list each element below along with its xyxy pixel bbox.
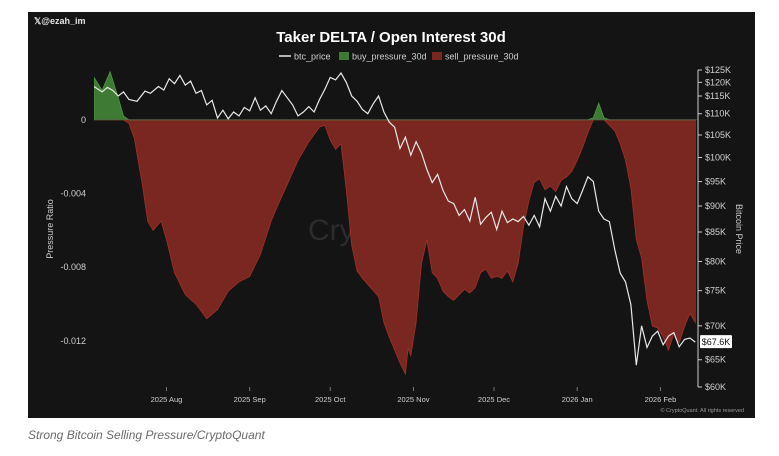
legend: btc_price buy_pressure_30d sell_pressure… (279, 52, 519, 62)
left-tick-label: -0.008 (60, 262, 86, 272)
right-tick-label: $80K (705, 256, 726, 266)
x-tick-label: 2025 Oct (315, 395, 346, 404)
right-tick-label: $125K (705, 65, 731, 75)
left-tick-label: -0.004 (60, 188, 86, 198)
image-caption: Strong Bitcoin Selling Pressure/CryptoQu… (28, 428, 265, 442)
left-axis: 0 -0.004 -0.008 -0.012 (60, 115, 86, 346)
footer-credit: © CryptoQuant. All rights reserved (660, 407, 744, 414)
x-tick-label: 2026 Jan (562, 395, 593, 404)
sell-pressure-area (94, 119, 696, 376)
left-tick-label: 0 (81, 115, 86, 125)
right-tick-label: $105K (705, 130, 731, 140)
current-price-tag: $67.6K (700, 335, 732, 349)
current-price-label: $67.6K (702, 337, 731, 347)
author-handle: 𝕏@ezah_im (34, 16, 86, 26)
right-tick-label: $95K (705, 177, 726, 187)
btc-price-line (94, 71, 696, 366)
right-tick-label: $120K (705, 77, 731, 87)
right-tick-label: $110K (705, 109, 730, 119)
legend-btc-label: btc_price (294, 52, 331, 62)
plot-area (94, 70, 698, 376)
legend-buy-swatch (339, 52, 349, 60)
x-axis: 2025 Aug 2025 Sep 2025 Oct 2025 Nov 2025 Dec… (151, 387, 677, 404)
chart-panel: CryptoQuant Taker DELTA / Open Interest … (28, 12, 755, 418)
current-price-box (700, 335, 732, 349)
x-tick-label: 2025 Dec (478, 395, 510, 404)
x-tick-label: 2026 Feb (645, 395, 677, 404)
chart-title: Taker DELTA / Open Interest 30d (276, 29, 506, 46)
right-tick-label: $90K (705, 201, 726, 211)
right-tick-label: $70K (705, 321, 726, 331)
right-axis: $125K $120K $115K $110K $105K $100K $95K $90K $8… (698, 65, 731, 392)
legend-sell-label: sell_pressure_30d (445, 52, 519, 62)
right-tick-label: $85K (705, 227, 726, 237)
left-axis-label: Pressure Ratio (45, 199, 55, 259)
right-tick-label: $60K (705, 382, 726, 392)
right-axis-label: Bitcoin Price (734, 204, 744, 254)
left-tick-label: -0.012 (60, 336, 86, 346)
right-tick-label: $115K (705, 91, 730, 101)
right-tick-label: $75K (705, 286, 726, 296)
x-tick-label: 2025 Aug (151, 395, 183, 404)
right-tick-label: $65K (705, 355, 726, 365)
right-tick-label: $100K (705, 152, 731, 162)
legend-buy-label: buy_pressure_30d (352, 52, 427, 62)
legend-sell-swatch (432, 52, 442, 60)
x-tick-label: 2025 Nov (397, 395, 429, 404)
x-tick-label: 2025 Sep (234, 395, 266, 404)
pressure-chart: CryptoQuant Taker DELTA / Open Interest … (28, 12, 755, 418)
